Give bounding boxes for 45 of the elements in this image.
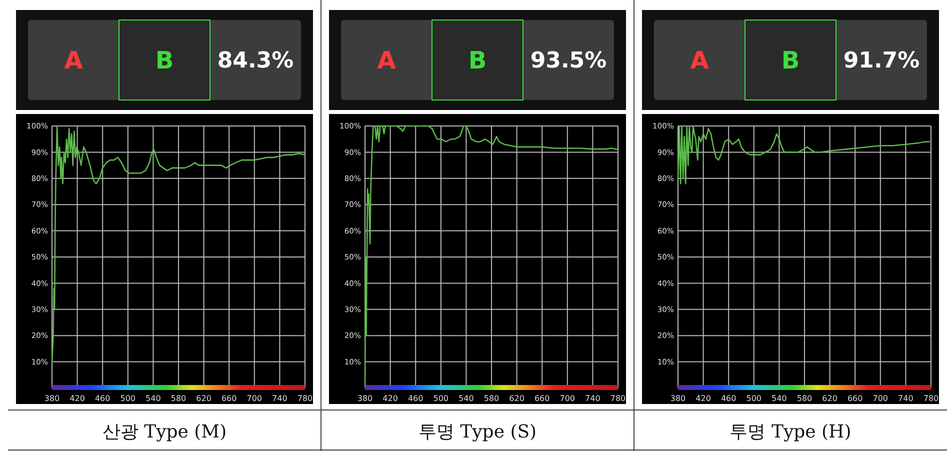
text: A — [690, 46, 710, 74]
x-tick-label: 540 — [772, 394, 787, 403]
text: 투명 Type (S) — [418, 421, 537, 442]
x-tick-label: 460 — [408, 394, 424, 403]
x-tick-label: 780 — [610, 394, 626, 403]
x-tick-label: 580 — [170, 394, 186, 403]
x-tick-label: 380 — [44, 394, 60, 403]
x-tick-label: 540 — [458, 394, 474, 403]
x-tick-label: 580 — [796, 394, 812, 403]
x-tick-label: 740 — [272, 394, 288, 403]
text: B — [155, 46, 174, 74]
text: 84.3% — [217, 48, 294, 74]
text: 투명 Type (H) — [730, 421, 852, 442]
x-tick-label: 700 — [246, 394, 262, 403]
x-tick-label: 660 — [534, 394, 550, 403]
x-tick-label: 660 — [847, 394, 863, 403]
text: 91.7% — [843, 48, 920, 74]
x-tick-label: 580 — [484, 394, 500, 403]
x-tick-label: 700 — [872, 394, 888, 403]
x-tick-label: 740 — [585, 394, 600, 403]
text: B — [781, 46, 800, 74]
text: A — [64, 46, 84, 74]
x-tick-label: 620 — [509, 394, 524, 403]
x-tick-label: 500 — [120, 394, 136, 403]
x-tick-label: 620 — [822, 394, 838, 403]
x-tick-label: 500 — [433, 394, 449, 403]
x-tick-label: 620 — [196, 394, 212, 403]
x-tick-label: 500 — [746, 394, 762, 403]
x-tick-label: 420 — [70, 394, 85, 403]
text: 93.5% — [530, 48, 607, 74]
x-tick-label: 540 — [146, 394, 161, 403]
x-tick-label: 460 — [94, 394, 110, 403]
text: A — [377, 46, 396, 74]
x-tick-label: 460 — [720, 394, 736, 403]
x-tick-label: 420 — [382, 394, 398, 403]
x-tick-label: 380 — [670, 394, 686, 403]
x-tick-label: 380 — [357, 394, 373, 403]
x-tick-label: 740 — [898, 394, 914, 403]
x-tick-label: 780 — [923, 394, 939, 403]
text: B — [468, 46, 487, 74]
x-tick-label: 700 — [560, 394, 576, 403]
text: 산광 Type (M) — [102, 421, 227, 442]
x-tick-label: 420 — [696, 394, 711, 403]
x-tick-label: 660 — [221, 394, 237, 403]
x-tick-label: 780 — [297, 394, 313, 403]
